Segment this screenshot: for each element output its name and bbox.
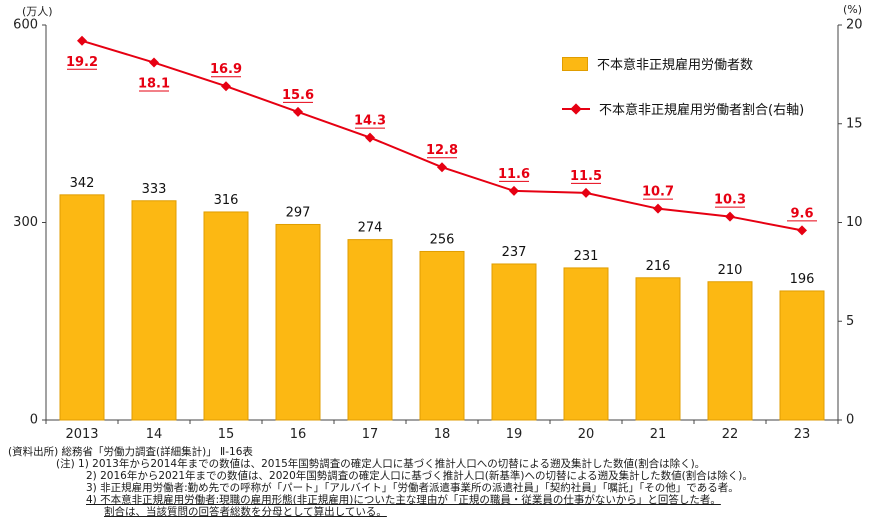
note-line-3: 3) 非正規雇用労働者:勤め先での呼称が「パート」「アルバイト」「労働者派遣事業… (86, 482, 739, 494)
svg-text:0: 0 (846, 413, 854, 428)
svg-text:14: 14 (146, 427, 163, 442)
svg-text:16.9: 16.9 (210, 62, 242, 77)
svg-text:297: 297 (286, 205, 311, 220)
line-series-label: 不本意非正規雇用労働者割合(右軸) (599, 103, 805, 118)
svg-text:18: 18 (434, 427, 451, 442)
svg-text:14.3: 14.3 (354, 114, 386, 129)
svg-text:10.3: 10.3 (714, 193, 746, 208)
svg-text:15: 15 (846, 116, 863, 131)
svg-text:15: 15 (218, 427, 235, 442)
svg-text:20: 20 (578, 427, 595, 442)
source-notes: (資料出所) 総務省「労働力調査(詳細集計)」 Ⅱ-16表 (注) 1) 201… (0, 446, 870, 518)
chart-area: 0 300 600 0 5 10 15 20 2013 14 15 16 17 18 19 20 21 22 23 3… (13, 18, 863, 443)
note-source-line: (資料出所) 総務省「労働力調査(詳細集計)」 Ⅱ-16表 (8, 446, 253, 458)
svg-text:9.6: 9.6 (790, 206, 813, 221)
diamond-marker-icon (570, 102, 582, 115)
svg-text:15.6: 15.6 (282, 88, 314, 103)
note-line-4-continued: 割合は、当該質問の回答者総数を分母として算出している。 (104, 506, 387, 518)
svg-text:0: 0 (30, 413, 38, 428)
left-axis-unit: (万人) (22, 5, 53, 18)
legend: 不本意非正規雇用労働者数 不本意非正規雇用労働者割合(右軸) (562, 54, 804, 118)
svg-text:20: 20 (846, 18, 863, 33)
note-line-2: 2) 2016年から2021年までの数値は、2020年国勢調査の確定人口に基づく… (86, 470, 753, 482)
right-axis-unit: (%) (842, 3, 862, 16)
svg-text:333: 333 (142, 182, 167, 197)
svg-text:2013: 2013 (65, 427, 98, 442)
svg-text:17: 17 (362, 427, 379, 442)
svg-text:256: 256 (430, 232, 455, 247)
legend-item-bar-series: 不本意非正規雇用労働者数 (562, 54, 804, 73)
svg-text:19.2: 19.2 (66, 55, 98, 70)
svg-text:16: 16 (290, 427, 307, 442)
svg-text:11.5: 11.5 (570, 169, 602, 184)
svg-text:18.1: 18.1 (138, 77, 170, 92)
svg-text:316: 316 (214, 193, 239, 208)
svg-text:196: 196 (790, 272, 815, 287)
svg-text:10: 10 (846, 215, 863, 230)
svg-text:10.7: 10.7 (642, 185, 674, 200)
svg-text:11.6: 11.6 (498, 167, 530, 182)
svg-text:237: 237 (502, 245, 527, 260)
note-line-1: (注) 1) 2013年から2014年までの数値は、2015年国勢調査の確定人口… (56, 458, 706, 470)
line-series-swatch-icon (562, 102, 590, 115)
svg-text:5: 5 (846, 314, 854, 329)
svg-text:274: 274 (358, 221, 383, 236)
svg-text:216: 216 (646, 259, 671, 274)
svg-text:23: 23 (794, 427, 811, 442)
svg-text:19: 19 (506, 427, 523, 442)
svg-text:210: 210 (718, 263, 743, 278)
chart-canvas: 0 300 600 0 5 10 15 20 2013 14 15 16 17 18 19 20 21 22 23 3… (13, 18, 863, 443)
bar-series-swatch-icon (562, 56, 588, 71)
svg-text:12.8: 12.8 (426, 143, 458, 158)
note-line-4: 4) 不本意非正規雇用労働者:現職の雇用形態(非正規雇用)についた主な理由が「正… (86, 494, 721, 506)
svg-text:300: 300 (13, 215, 38, 230)
svg-text:342: 342 (70, 176, 95, 191)
svg-text:22: 22 (722, 427, 739, 442)
svg-text:231: 231 (574, 249, 599, 264)
svg-text:600: 600 (13, 18, 38, 33)
svg-text:21: 21 (650, 427, 667, 442)
legend-item-line-series: 不本意非正規雇用労働者割合(右軸) (562, 99, 804, 118)
bar-series-label: 不本意非正規雇用労働者数 (597, 58, 754, 73)
